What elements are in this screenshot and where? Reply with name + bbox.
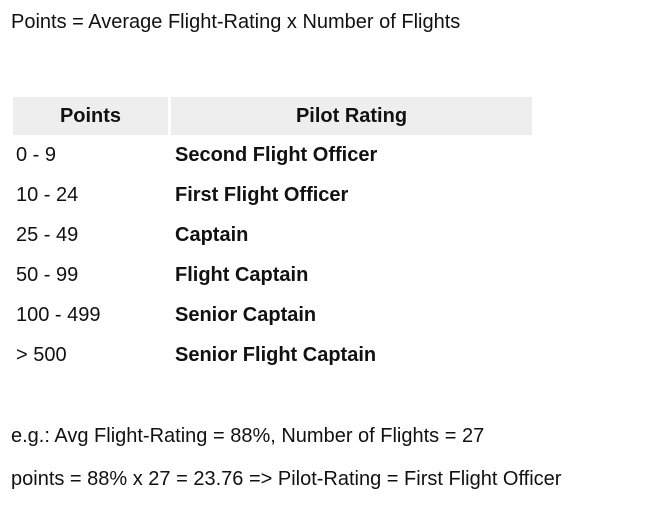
pilot-rating-cell: Captain <box>175 223 249 246</box>
table-row: > 500 Senior Flight Captain <box>13 335 532 375</box>
points-range-cell: 100 - 499 <box>16 303 101 326</box>
table-row: 100 - 499 Senior Captain <box>13 295 532 335</box>
header-points: Points <box>13 97 171 135</box>
points-range-cell: 25 - 49 <box>16 223 79 246</box>
example-input-text: e.g.: Avg Flight-Rating = 88%, Number of… <box>11 425 485 447</box>
header-pilot-rating: Pilot Rating <box>171 97 532 135</box>
points-range-cell: > 500 <box>16 343 67 366</box>
table-row: 0 - 9 Second Flight Officer <box>13 135 532 175</box>
pilot-rating-cell: Flight Captain <box>175 263 309 286</box>
pilot-rating-cell: First Flight Officer <box>175 183 349 206</box>
table-row: 50 - 99 Flight Captain <box>13 255 532 295</box>
pilot-rating-table: Points Pilot Rating 0 - 9 Second Flight … <box>13 97 532 375</box>
table-row: 10 - 24 First Flight Officer <box>13 175 532 215</box>
formula-text: Points = Average Flight-Rating x Number … <box>11 11 461 33</box>
points-range-cell: 0 - 9 <box>16 143 57 166</box>
table-row: 25 - 49 Captain <box>13 215 532 255</box>
points-range-cell: 50 - 99 <box>16 263 79 286</box>
pilot-rating-cell: Senior Captain <box>175 303 317 326</box>
example-calculation-text: points = 88% x 27 = 23.76 => Pilot-Ratin… <box>11 468 562 490</box>
pilot-rating-cell: Senior Flight Captain <box>175 343 377 366</box>
table-header-row: Points Pilot Rating <box>13 97 532 135</box>
pilot-rating-cell: Second Flight Officer <box>175 143 378 166</box>
points-range-cell: 10 - 24 <box>16 183 79 206</box>
